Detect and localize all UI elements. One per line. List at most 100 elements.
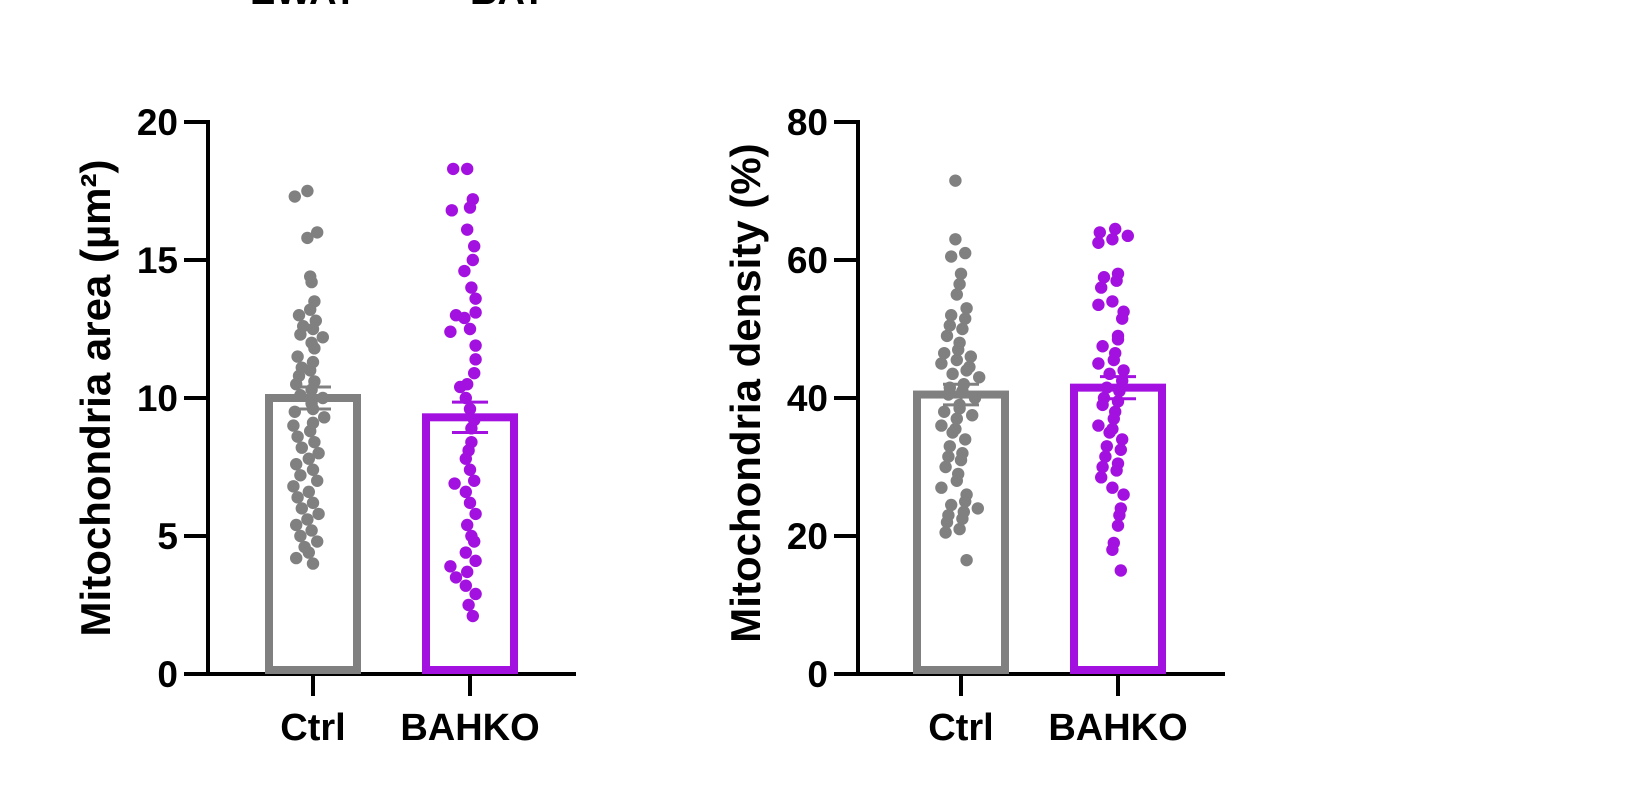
data-point: [466, 253, 479, 267]
data-point: [942, 388, 955, 401]
data-point: [935, 419, 948, 432]
data-point: [964, 350, 977, 363]
data-point: [294, 469, 307, 482]
data-point: [469, 339, 482, 352]
data-point: [959, 495, 972, 508]
data-point: [469, 353, 482, 366]
data-point: [311, 226, 324, 239]
y-tick-label: 0: [157, 654, 178, 695]
data-point: [1096, 398, 1109, 412]
y-tick-label: 20: [787, 516, 828, 557]
data-point: [292, 309, 306, 322]
data-point: [950, 353, 963, 367]
data-point: [1117, 488, 1130, 501]
data-point: [449, 571, 463, 584]
data-point: [302, 485, 315, 499]
data-point: [950, 412, 963, 425]
data-point: [318, 411, 331, 424]
data-point: [463, 496, 477, 510]
data-point: [287, 419, 300, 432]
data-point: [468, 366, 481, 380]
data-point: [1092, 298, 1105, 312]
data-point: [1107, 412, 1121, 425]
data-point: [1096, 460, 1109, 474]
data-point: [302, 452, 315, 465]
data-point: [1092, 357, 1105, 370]
y-tick-label: 40: [787, 378, 828, 419]
data-point: [938, 405, 951, 418]
chart-mitochondria-density: 0 20 40 60 80 Mitochondria density (%) Ctrl BAH…: [722, 102, 1225, 749]
data-point: [938, 346, 951, 360]
data-point: [959, 312, 972, 325]
data-point: [288, 190, 301, 203]
data-point: [1099, 450, 1112, 463]
data-point: [943, 440, 956, 453]
data-point: [1113, 509, 1126, 522]
data-point: [290, 518, 303, 532]
data-point: [463, 322, 477, 336]
data-point: [1103, 426, 1116, 439]
data-point: [1097, 271, 1111, 284]
data-point: [1110, 274, 1123, 287]
data-point: [458, 264, 471, 278]
data-point: [1107, 353, 1121, 367]
data-point: [459, 452, 472, 465]
data-point: [945, 498, 958, 512]
x-tick-label: BAHKO: [400, 707, 539, 749]
data-point: [302, 546, 315, 559]
data-point: [463, 463, 477, 476]
data-point: [1106, 295, 1119, 308]
data-point: [291, 350, 304, 363]
data-point: [461, 518, 474, 532]
data-point: [294, 389, 307, 402]
y-tick-label: 0: [807, 654, 828, 695]
data-point: [949, 233, 962, 246]
data-point: [959, 246, 972, 260]
data-point: [447, 162, 460, 176]
data-point: [469, 306, 482, 319]
data-point: [308, 435, 321, 449]
data-point: [291, 430, 304, 443]
data-point: [304, 364, 317, 377]
data-point: [1100, 381, 1114, 394]
data-point: [966, 409, 979, 422]
y-tick-label: 5: [157, 516, 178, 557]
x-tick-label: Ctrl: [928, 707, 993, 749]
data-point: [469, 507, 482, 521]
data-point: [465, 281, 478, 294]
data-point: [945, 309, 958, 322]
data-point: [461, 565, 474, 579]
data-point: [935, 481, 948, 494]
data-point: [306, 496, 320, 510]
data-point: [468, 474, 481, 487]
data-point: [960, 553, 973, 567]
data-point: [950, 288, 963, 301]
data-point: [1106, 233, 1119, 246]
data-point: [463, 201, 477, 214]
data-point: [444, 560, 457, 573]
data-point: [468, 240, 481, 253]
data-point: [946, 426, 959, 439]
data-point: [312, 507, 325, 521]
data-point: [1121, 229, 1135, 243]
data-point: [305, 524, 318, 537]
y-tick-label: 15: [137, 240, 178, 281]
top-label-bat: BAT: [470, 0, 545, 13]
data-point: [294, 529, 307, 543]
data-point: [288, 405, 301, 418]
data-point: [1111, 333, 1125, 346]
data-point: [953, 522, 966, 536]
data-point: [311, 535, 324, 548]
data-point: [295, 502, 308, 515]
data-point: [291, 491, 304, 504]
data-point: [1116, 433, 1129, 446]
data-point: [1096, 340, 1109, 353]
y-tick-label: 20: [137, 102, 178, 143]
data-point: [1095, 281, 1108, 294]
data-point: [971, 502, 984, 515]
data-point: [940, 329, 954, 343]
data-point: [468, 535, 481, 548]
data-point: [939, 460, 952, 474]
data-point: [290, 458, 303, 471]
